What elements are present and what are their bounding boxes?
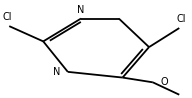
Text: N: N <box>53 67 60 77</box>
Text: Cl: Cl <box>3 12 12 22</box>
Text: N: N <box>77 5 85 15</box>
Text: O: O <box>160 77 168 87</box>
Text: Cl: Cl <box>176 14 186 24</box>
